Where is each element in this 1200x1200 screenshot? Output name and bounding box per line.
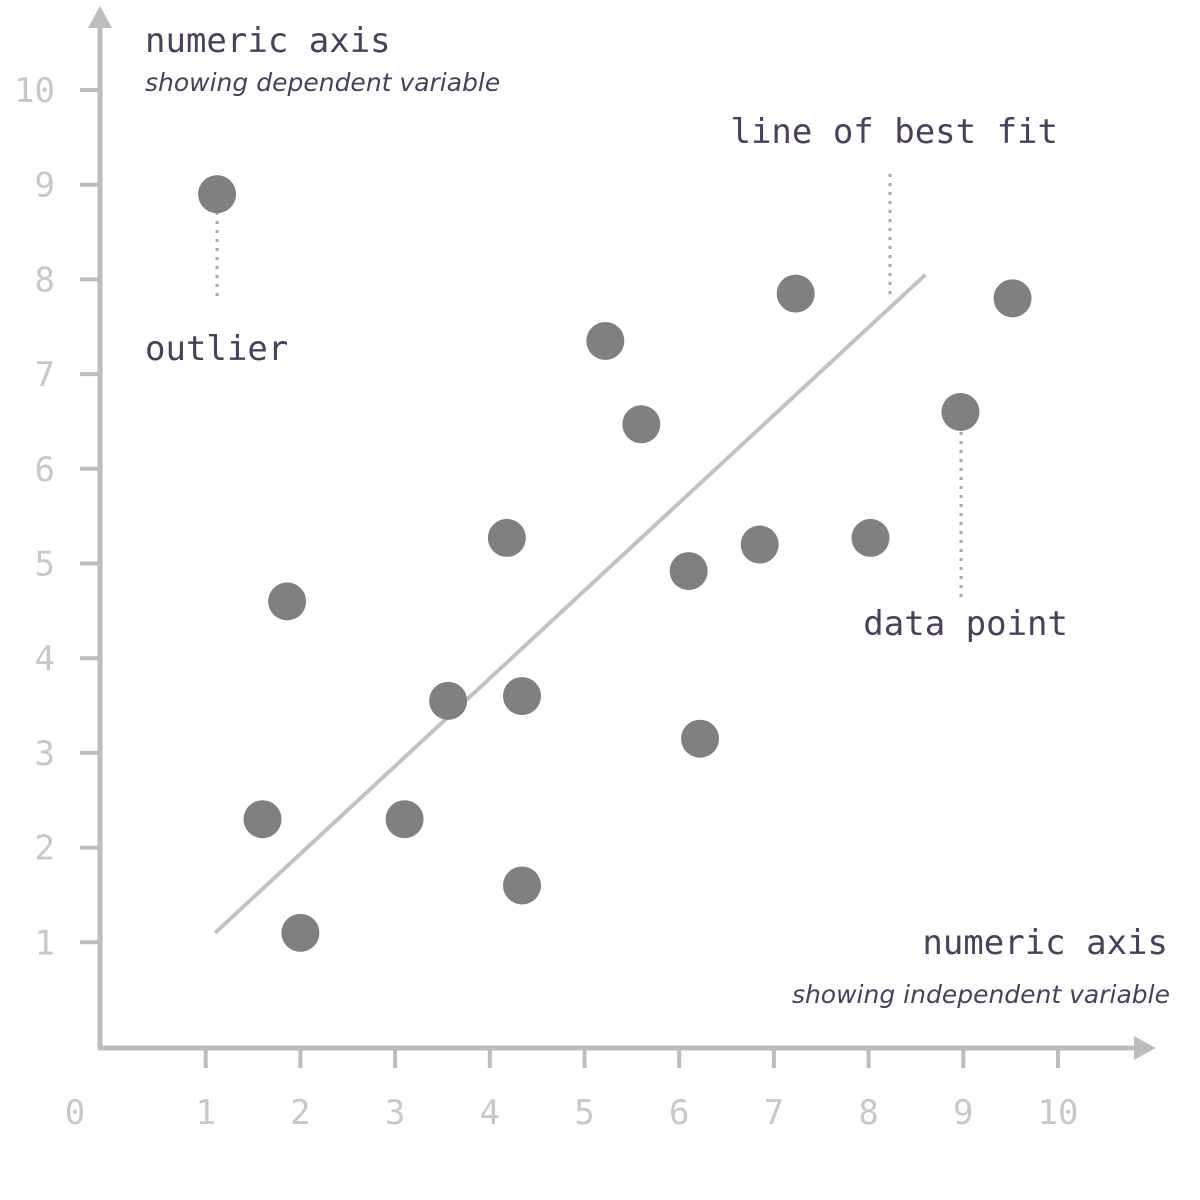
data-point bbox=[622, 405, 661, 444]
data-point bbox=[740, 525, 779, 564]
x-axis-arrow bbox=[1134, 1036, 1156, 1060]
x-tick-label: 4 bbox=[480, 1093, 500, 1133]
data-point bbox=[243, 800, 282, 839]
best-fit-label: line of best fit bbox=[730, 112, 1058, 152]
data-point bbox=[586, 321, 625, 360]
data-point bbox=[281, 913, 320, 952]
data-point bbox=[268, 582, 307, 621]
y-tick-label: 5 bbox=[35, 545, 55, 585]
y-tick-label: 8 bbox=[35, 260, 55, 300]
y-ticks: 1 2 3 4 5 6 7 8 9 10 bbox=[14, 71, 100, 963]
y-tick-label: 6 bbox=[35, 450, 55, 490]
y-tick-label: 3 bbox=[35, 734, 55, 774]
y-tick-label: 7 bbox=[35, 355, 55, 395]
x-tick-label: 3 bbox=[385, 1093, 405, 1133]
y-axis-title: numeric axis bbox=[145, 21, 391, 61]
x-ticks: 1 2 3 4 5 6 7 8 9 10 bbox=[195, 1048, 1078, 1133]
data-point bbox=[776, 274, 815, 313]
data-point bbox=[487, 518, 526, 557]
origin-label: 0 bbox=[65, 1093, 85, 1133]
x-tick-label: 1 bbox=[195, 1093, 215, 1133]
data-point bbox=[851, 518, 890, 557]
data-point bbox=[502, 866, 541, 905]
data-point bbox=[198, 175, 237, 214]
data-point bbox=[502, 677, 541, 716]
y-tick-label: 2 bbox=[35, 829, 55, 869]
x-tick-label: 6 bbox=[669, 1093, 689, 1133]
data-point-label: data point bbox=[863, 604, 1068, 644]
y-axis-subtitle: showing dependent variable bbox=[145, 68, 500, 97]
y-tick-label: 4 bbox=[35, 639, 55, 679]
y-axis-arrow bbox=[88, 6, 112, 28]
x-tick-label: 9 bbox=[953, 1093, 973, 1133]
data-point bbox=[669, 552, 708, 591]
x-tick-label: 8 bbox=[858, 1093, 878, 1133]
data-point bbox=[681, 719, 720, 758]
x-tick-label: 10 bbox=[1038, 1093, 1079, 1133]
data-point bbox=[993, 279, 1032, 318]
outlier-label: outlier bbox=[145, 329, 288, 369]
y-tick-label: 1 bbox=[35, 923, 55, 963]
y-tick-label: 9 bbox=[35, 166, 55, 206]
data-points bbox=[198, 175, 1032, 952]
data-point bbox=[429, 681, 468, 720]
x-tick-label: 5 bbox=[574, 1093, 594, 1133]
x-axis-subtitle: showing independent variable bbox=[792, 980, 1170, 1009]
y-tick-label: 10 bbox=[14, 71, 55, 111]
x-tick-label: 7 bbox=[764, 1093, 784, 1133]
data-point bbox=[941, 392, 980, 431]
data-point bbox=[385, 800, 424, 839]
annotations: numeric axis showing dependent variable … bbox=[145, 21, 1170, 1009]
leader-lines bbox=[215, 174, 963, 602]
x-axis-title: numeric axis bbox=[922, 923, 1168, 963]
x-tick-label: 2 bbox=[290, 1093, 310, 1133]
best-fit-line bbox=[213, 273, 927, 935]
